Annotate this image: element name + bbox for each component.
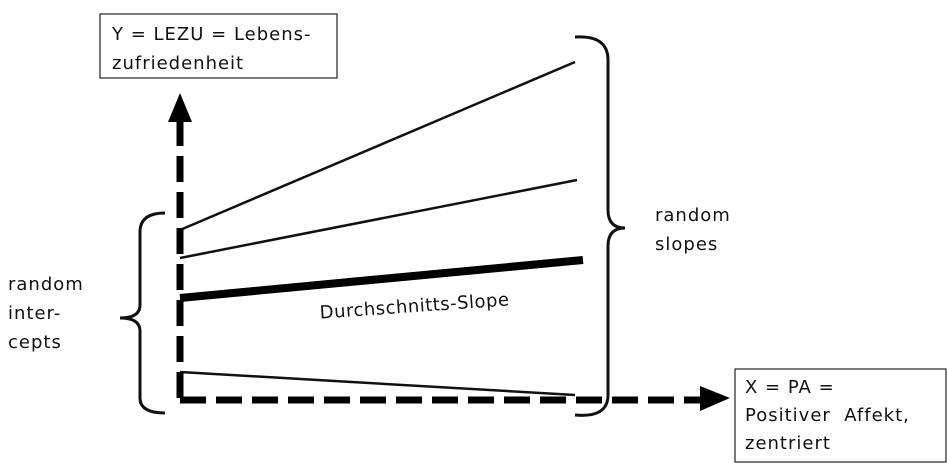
intercepts-label-line: random: [8, 274, 84, 295]
y-label-line: Y = LEZU = Lebens-: [111, 24, 312, 45]
slopes-label-line: slopes: [655, 234, 718, 255]
intercepts-label-line: inter-: [8, 303, 61, 324]
slope-line: [179, 370, 576, 397]
x-label-line: X = PA =: [745, 377, 835, 398]
x-label-line: Positiver Affekt,: [745, 405, 910, 426]
x-axis-arrow: [700, 386, 730, 411]
slopes-label-line: random: [655, 205, 731, 226]
x-label-line: zentriert: [745, 433, 831, 454]
y-axis-arrow: [168, 93, 192, 122]
intercepts-label-line: cepts: [8, 332, 62, 353]
slope-line: [179, 60, 576, 232]
y-label-line: zufriedenheit: [112, 53, 244, 74]
slopes-brace: [574, 35, 626, 417]
mean-slope-line: [179, 256, 584, 302]
mean-slope-label: Durchschnitts-Slope: [319, 289, 510, 323]
y-label-box: [99, 13, 338, 79]
x-label-box: [734, 368, 947, 463]
slope-line: [179, 178, 578, 260]
intercepts-brace: [119, 211, 166, 415]
